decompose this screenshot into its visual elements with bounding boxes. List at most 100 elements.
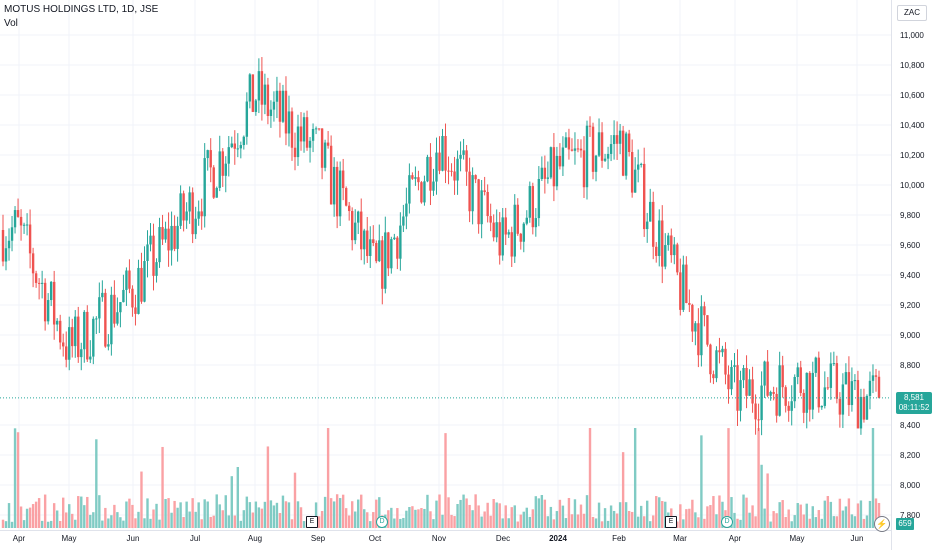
dividend-event-marker[interactable]: D xyxy=(376,516,388,528)
candle-body xyxy=(149,235,152,245)
volume-bar xyxy=(239,520,243,528)
volume-bar xyxy=(417,509,420,528)
time-tick-label: Sep xyxy=(311,534,326,543)
volume-bar xyxy=(495,502,498,528)
volume-bar xyxy=(218,504,221,528)
volume-bar xyxy=(832,516,836,528)
candle-body xyxy=(742,368,745,381)
volume-bar xyxy=(618,502,622,528)
volume-bar xyxy=(420,508,423,528)
volume-bar xyxy=(796,503,799,528)
candle-body xyxy=(784,387,787,406)
candle-body xyxy=(582,150,586,188)
candle-body xyxy=(453,171,456,181)
candle-body xyxy=(179,193,182,226)
volume-bar xyxy=(877,502,881,528)
volume-bar xyxy=(627,510,631,528)
volume-bar xyxy=(254,501,258,528)
candle-body xyxy=(323,142,327,168)
earnings-event-marker[interactable]: E xyxy=(306,516,318,528)
currency-badge[interactable]: ZAC xyxy=(897,5,927,21)
volume-bar xyxy=(694,512,697,528)
volume-bar xyxy=(179,502,182,528)
symbol-title[interactable]: MOTUS HOLDINGS LTD, 1D, JSE xyxy=(4,4,159,15)
candle-body xyxy=(375,242,378,262)
candle-body xyxy=(856,380,860,429)
candle-body xyxy=(83,311,86,350)
volume-bar xyxy=(28,507,32,528)
volume-bar xyxy=(22,520,26,528)
volume-bar xyxy=(766,473,769,528)
volume-bar xyxy=(492,499,495,528)
candle-body xyxy=(471,175,474,212)
volume-bar xyxy=(176,507,179,528)
price-tick-label: 9,200 xyxy=(900,301,921,310)
earnings-event-marker[interactable]: E xyxy=(665,516,677,528)
candle-body xyxy=(513,204,516,257)
volume-bar xyxy=(841,510,845,528)
volume-bar xyxy=(429,511,432,528)
candle-body xyxy=(197,211,200,219)
candle-body xyxy=(778,365,781,416)
volume-bar xyxy=(281,495,285,528)
candle-body xyxy=(188,192,191,212)
candle-body xyxy=(429,156,432,191)
candle-body xyxy=(748,379,751,396)
volume-bar xyxy=(251,512,255,528)
volume-bar xyxy=(215,494,218,528)
volume-bar xyxy=(658,497,661,528)
volume-bar xyxy=(718,495,721,528)
candle-body xyxy=(369,239,372,256)
candle-body xyxy=(326,142,330,146)
candle-body xyxy=(164,228,167,240)
candle-body xyxy=(546,177,550,179)
candle-body xyxy=(817,357,820,408)
candle-body xyxy=(700,306,703,356)
volume-bar xyxy=(588,428,592,528)
candle-body xyxy=(495,222,498,238)
volume-bar xyxy=(34,501,38,528)
candle-body xyxy=(290,111,294,148)
volume-bar xyxy=(778,502,781,528)
volume-bar xyxy=(646,500,649,528)
candle-body xyxy=(405,203,408,217)
volume-bar xyxy=(366,512,369,528)
price-tick-label: 8,000 xyxy=(900,481,921,490)
candle-body xyxy=(715,350,718,379)
volume-bar xyxy=(489,515,492,528)
candle-body xyxy=(426,156,429,182)
volume-bar xyxy=(131,504,134,528)
candle-body xyxy=(302,117,306,142)
volume-bar xyxy=(624,502,628,528)
candle-body xyxy=(483,190,486,192)
candle-body xyxy=(432,181,435,191)
volume-bar xyxy=(642,516,646,528)
candle-body xyxy=(600,132,604,161)
candle-body xyxy=(266,84,270,117)
time-tick-label: Feb xyxy=(612,534,626,543)
lightning-icon[interactable]: ⚡ xyxy=(874,516,890,532)
price-tick-label: 9,000 xyxy=(900,331,921,340)
volume-bar xyxy=(55,510,59,528)
dividend-event-marker[interactable]: D xyxy=(721,516,733,528)
candle-body xyxy=(215,187,218,198)
volume-bar xyxy=(185,501,188,528)
candle-body xyxy=(498,222,501,256)
candle-body xyxy=(841,384,845,415)
candle-body xyxy=(152,235,155,276)
last-volume-tag: 659 xyxy=(896,518,914,530)
volume-bar xyxy=(775,513,778,528)
volume-bar xyxy=(435,500,438,528)
volume-bar xyxy=(203,499,206,528)
candle-body xyxy=(320,128,324,168)
volume-legend-label[interactable]: Vol xyxy=(4,18,18,29)
candle-body xyxy=(850,381,854,406)
candle-body xyxy=(823,387,827,406)
volume-bar xyxy=(874,498,878,528)
candle-body xyxy=(155,262,158,276)
candle-body xyxy=(143,261,146,302)
volume-bar xyxy=(781,500,784,528)
candle-body xyxy=(170,225,173,251)
